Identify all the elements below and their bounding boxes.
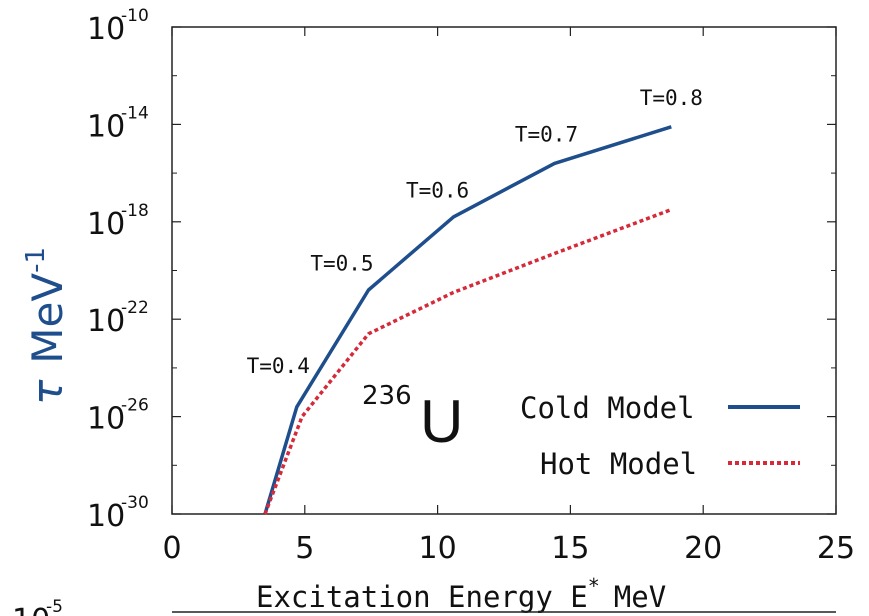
y-tick-exponent: -18 — [121, 201, 149, 221]
annotations: T=0.4 T=0.5 T=0.6 T=0.7 T=0.8 — [247, 86, 703, 378]
x-tick-label: 25 — [817, 531, 855, 566]
isotope-label: 236 U — [362, 381, 463, 455]
x-axis-label: Excitation Energy E* MeV — [256, 574, 666, 614]
y-axis-symbol: τ — [23, 379, 72, 405]
temperature-annotation: T=0.8 — [640, 86, 703, 110]
x-tick-label: 15 — [551, 531, 589, 566]
y-tick-exponent: -10 — [121, 6, 149, 26]
y-axis-label-text: τ MeV-1 — [21, 247, 72, 405]
series-layer — [263, 125, 672, 515]
series-line-hot-model — [263, 207, 672, 515]
y-tick-exponent: -26 — [121, 396, 149, 416]
y-tick-base: 10 — [87, 402, 125, 437]
x-tick-label: 5 — [295, 531, 314, 566]
y-tick-exponent: -30 — [121, 493, 149, 513]
isotope-mass: 236 — [362, 381, 412, 411]
legend-label-cold: Cold Model — [520, 391, 695, 425]
x-axis-label-main: Excitation Energy E — [256, 580, 588, 614]
x-tick-label: 10 — [419, 531, 457, 566]
y-axis-unit: MeV — [23, 273, 72, 364]
x-axis-label-unit: MeV — [614, 580, 666, 614]
isotope-element: U — [420, 388, 463, 455]
legend: Cold Model Hot Model — [520, 391, 800, 481]
y-tick-base: 10 — [87, 499, 125, 534]
fragment-tick-base: 10 — [12, 603, 50, 616]
series-line-cold-model — [263, 125, 672, 515]
next-chart-fragment: 10 -5 — [12, 597, 836, 616]
temperature-annotation: T=0.4 — [247, 354, 310, 378]
temperature-annotation: T=0.5 — [310, 252, 373, 276]
x-tick-label: 20 — [684, 531, 722, 566]
plot-area — [171, 26, 837, 515]
y-axis-unit-sup: -1 — [21, 247, 51, 273]
y-tick-base: 10 — [87, 207, 125, 242]
y-tick-exponent: -14 — [121, 103, 149, 123]
temperature-annotation: T=0.7 — [515, 122, 578, 146]
y-tick-base: 10 — [87, 12, 125, 47]
fragment-tick-exp: -5 — [46, 597, 63, 616]
x-axis-label-sup: * — [588, 574, 600, 598]
y-tick-base: 10 — [87, 109, 125, 144]
x-axis-ticks: 0 5 10 15 20 25 — [162, 27, 855, 566]
y-tick-base: 10 — [87, 304, 125, 339]
x-tick-label: 0 — [162, 531, 181, 566]
y-tick-exponent: -22 — [121, 298, 149, 318]
temperature-annotation: T=0.6 — [406, 178, 469, 202]
legend-label-hot: Hot Model — [540, 447, 697, 481]
y-axis-label: τ MeV-1 — [21, 247, 72, 405]
